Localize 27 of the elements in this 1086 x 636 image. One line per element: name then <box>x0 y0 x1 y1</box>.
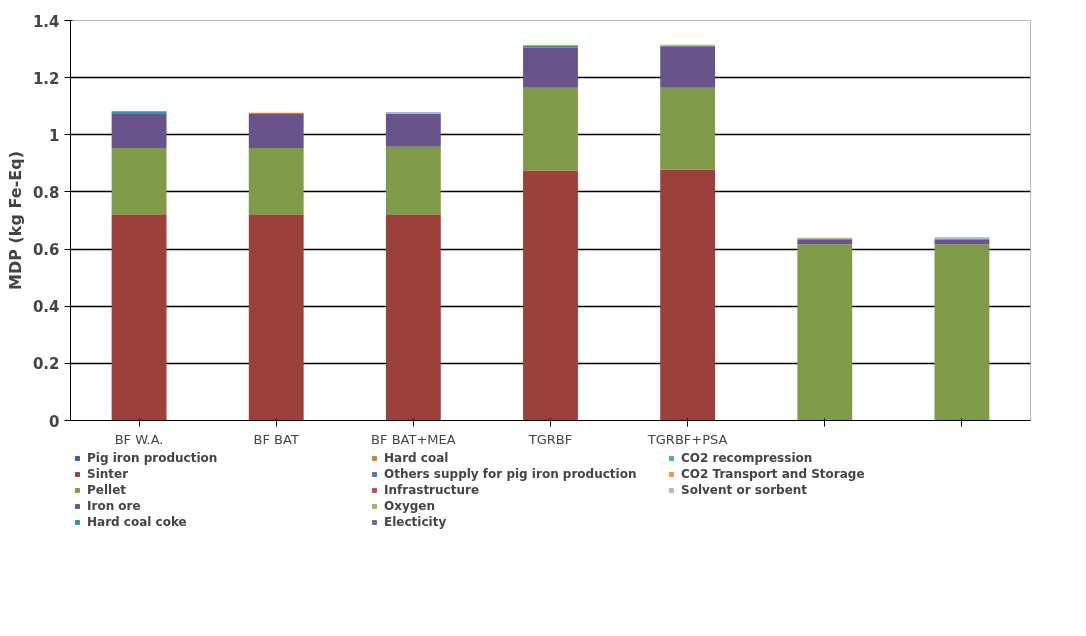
legend-label: Infrastructure <box>384 483 481 497</box>
legend-label: Pig iron production <box>87 451 219 465</box>
x-tick-label: BF BAT <box>253 431 299 447</box>
x-tick-label: TGRBF+PSA <box>646 431 728 447</box>
legend-label: Oxygen <box>384 499 437 513</box>
y-tick-label: 0 <box>49 412 60 431</box>
legend-label: Hard coal <box>384 451 450 465</box>
legend-label: Iron ore <box>87 499 142 513</box>
x-tick-label: TGRBF <box>527 431 573 447</box>
y-tick-label: 1.4 <box>32 12 60 31</box>
y-tick-label: 0.2 <box>32 355 60 374</box>
legend-label: CO2 recompression <box>681 451 814 465</box>
y-tick-label: 0.4 <box>32 298 60 317</box>
legend-label: Hard coal coke <box>87 515 188 529</box>
y-axis-title: MDP (kg Fe-Eq) <box>5 151 25 290</box>
legend-label: Electicity <box>384 515 448 529</box>
y-tick-label: 1 <box>49 126 60 145</box>
legend-label: Pellet <box>87 483 128 497</box>
y-tick-label: 0.8 <box>32 183 60 202</box>
legend-label: Others supply for pig iron production <box>384 467 638 481</box>
legend-label: CO2 Transport and Storage <box>681 467 866 481</box>
legend-label: Solvent or sorbent <box>681 483 809 497</box>
y-tick-label: 1.2 <box>32 69 60 88</box>
x-tick-label: BF W.A. <box>114 431 164 447</box>
x-tick-label: BF BAT+MEA <box>371 431 456 447</box>
y-tick-label: 0.6 <box>32 241 60 260</box>
legend-label: Sinter <box>87 467 130 481</box>
